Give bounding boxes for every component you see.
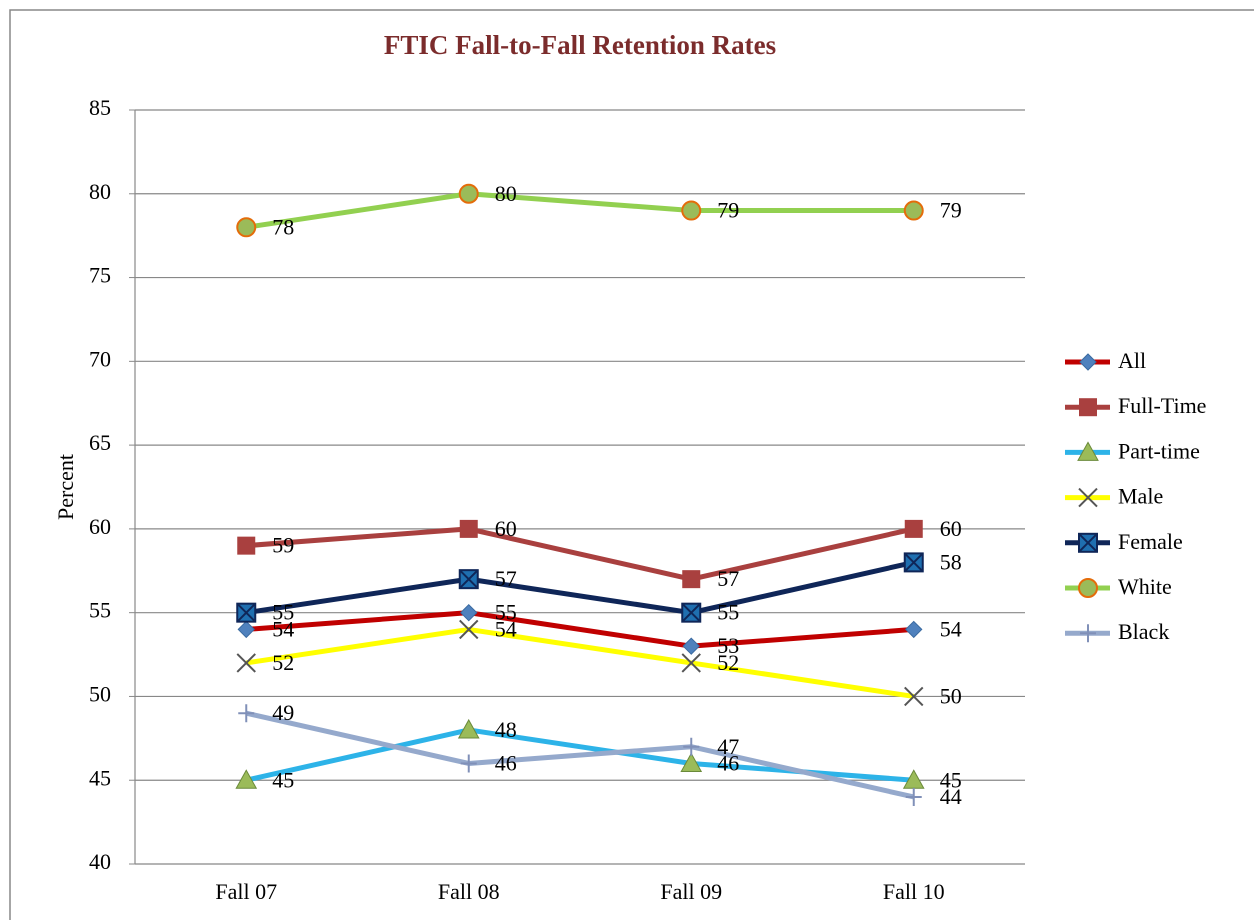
marker-cross (460, 570, 478, 588)
marker (903, 200, 924, 221)
data-label: 78 (272, 214, 294, 239)
marker (236, 653, 256, 673)
data-label: 54 (940, 616, 962, 641)
legend-label: Male (1118, 484, 1163, 509)
data-label: 79 (940, 198, 962, 223)
marker (682, 570, 701, 589)
data-label: 58 (940, 549, 962, 574)
data-label: 57 (717, 566, 739, 591)
data-label: 45 (272, 767, 294, 792)
marker (1080, 624, 1096, 643)
y-tick-label: 50 (89, 681, 111, 706)
marker (904, 686, 924, 707)
x-tick-label: Fall 09 (660, 879, 722, 904)
chart-border (9, 9, 1254, 920)
data-label: 54 (495, 616, 517, 641)
marker (237, 620, 255, 639)
y-tick-label: 75 (89, 263, 111, 288)
marker (236, 602, 257, 623)
data-label: 54 (272, 616, 294, 641)
marker-cross (905, 553, 923, 572)
marker (681, 602, 702, 623)
legend-label: All (1118, 348, 1146, 373)
y-tick-label: 70 (89, 346, 111, 371)
marker (904, 519, 923, 538)
marker (680, 752, 703, 772)
data-label: 52 (717, 650, 739, 675)
x-tick-label: Fall 10 (883, 879, 945, 904)
data-label: 80 (495, 181, 517, 206)
y-tick-label: 40 (89, 849, 111, 874)
data-label: 50 (940, 683, 962, 708)
marker (905, 620, 923, 639)
marker (682, 637, 700, 655)
y-tick-label: 55 (89, 598, 111, 623)
marker-cross (1079, 534, 1097, 552)
y-tick-label: 85 (89, 95, 111, 120)
marker (236, 217, 257, 238)
y-axis-label: Percent (53, 454, 78, 520)
marker (458, 183, 479, 204)
data-label: 55 (272, 600, 294, 625)
marker (681, 653, 701, 673)
marker (905, 787, 922, 806)
data-label: 48 (495, 717, 517, 742)
data-label: 52 (272, 650, 294, 675)
marker (1079, 353, 1097, 371)
marker (459, 619, 479, 640)
data-label: 55 (495, 600, 517, 625)
y-tick-label: 60 (89, 514, 111, 539)
legend-label: White (1118, 574, 1172, 599)
marker (457, 718, 480, 739)
marker (681, 200, 702, 221)
data-label: 46 (717, 751, 739, 776)
marker (903, 552, 924, 573)
marker (1078, 532, 1098, 553)
y-tick-label: 80 (89, 179, 111, 204)
marker (458, 569, 479, 590)
legend-label: Female (1118, 529, 1183, 554)
series-line (245, 559, 915, 616)
data-label: 57 (495, 566, 517, 591)
series-line (245, 710, 915, 800)
marker (460, 754, 477, 773)
marker (238, 704, 255, 723)
data-label: 79 (717, 198, 739, 223)
data-label: 55 (717, 600, 739, 625)
series-line (245, 191, 914, 230)
marker-cross (237, 603, 255, 622)
series-line (246, 526, 915, 582)
data-label: 60 (495, 516, 517, 541)
marker (1078, 487, 1098, 508)
marker (460, 603, 478, 622)
data-label: 49 (272, 700, 294, 725)
data-label: 46 (495, 751, 517, 776)
data-label: 53 (717, 633, 739, 658)
data-label: 60 (940, 516, 962, 541)
x-tick-label: Fall 07 (215, 879, 277, 904)
marker (1077, 441, 1099, 461)
data-label: 44 (940, 784, 962, 809)
legend-label: Full-Time (1118, 393, 1206, 418)
series-line (246, 610, 914, 649)
data-label: 59 (272, 533, 294, 558)
marker (459, 519, 478, 538)
marker-cross (682, 603, 700, 622)
marker (1078, 578, 1098, 598)
marker (237, 536, 256, 555)
series-line (245, 626, 915, 699)
marker (1079, 398, 1097, 417)
y-tick-label: 65 (89, 430, 111, 455)
chart-title: FTIC Fall-to-Fall Retention Rates (384, 30, 776, 60)
marker (683, 737, 700, 756)
y-tick-label: 45 (89, 765, 111, 790)
data-label: 47 (717, 734, 739, 759)
data-label: 45 (940, 767, 962, 792)
legend-label: Part-time (1118, 438, 1200, 463)
x-tick-label: Fall 08 (438, 879, 500, 904)
legend-label: Black (1118, 619, 1169, 644)
marker (235, 769, 258, 789)
